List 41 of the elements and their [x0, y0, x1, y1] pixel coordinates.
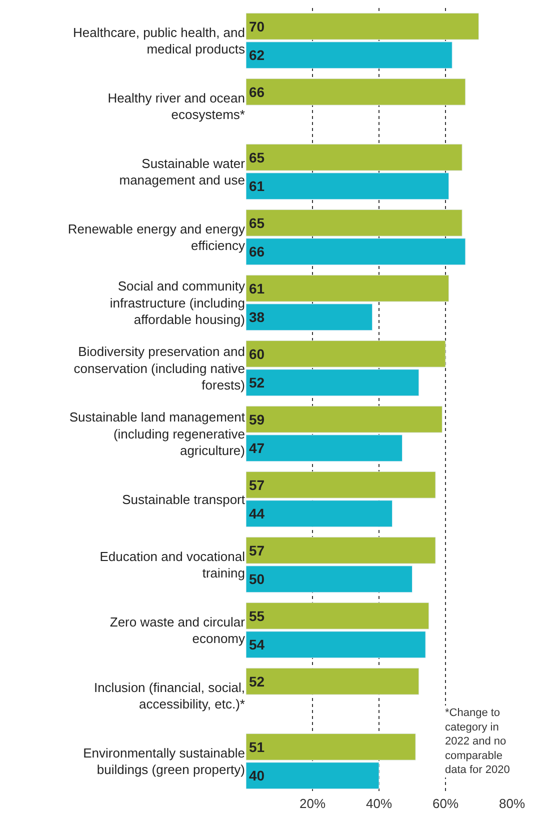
- y-tick-label: Renewable energy and energy efficiency: [68, 221, 246, 254]
- data-label: 65: [249, 149, 265, 166]
- data-label: 66: [249, 244, 265, 260]
- y-tick-label: Biodiversity preservation and conservation (including native forests): [74, 344, 245, 393]
- y-tick-label: Education and vocational training: [100, 548, 246, 581]
- y-tick-label: Inclusion (financial, social, accessibility, etc.)*: [94, 680, 245, 712]
- data-label: 70: [249, 18, 265, 34]
- y-tick-label: Sustainable land management (including regenerative agriculture): [69, 409, 246, 458]
- y-tick-label: Healthcare, public health, and medical products: [72, 24, 246, 57]
- bar: [246, 78, 466, 106]
- bar: [246, 668, 420, 695]
- y-tick-label: Healthy river and ocean ecosystems*: [108, 90, 245, 122]
- annotation: *Change to category in 2022 and no comparable data for 2020: [445, 707, 510, 776]
- data-label: 57: [249, 476, 265, 493]
- data-label: 61: [249, 178, 265, 194]
- data-label: 47: [249, 440, 265, 456]
- data-label: 59: [249, 411, 265, 428]
- data-label: 55: [249, 608, 265, 624]
- x-tick-label: 40%: [366, 796, 392, 811]
- x-tick-label: 60%: [432, 796, 459, 811]
- data-label: 51: [249, 738, 265, 755]
- y-tick-label: Sustainable water management and use: [119, 156, 246, 188]
- data-label: 52: [249, 374, 265, 391]
- x-tick-label: 20%: [299, 796, 326, 811]
- y-tick-label: Zero waste and circular economy: [110, 614, 246, 646]
- data-label: 38: [249, 309, 265, 326]
- data-label: 60: [249, 346, 265, 362]
- data-label: 57: [249, 542, 265, 558]
- y-tick-label: Social and community infrastructure (including affordable housing): [110, 278, 246, 328]
- data-label: 40: [249, 768, 265, 784]
- data-label: 44: [249, 506, 265, 522]
- data-label: 50: [249, 571, 265, 588]
- y-tick-label: Sustainable transport: [122, 492, 246, 507]
- data-label: 65: [249, 214, 265, 231]
- data-label: 62: [249, 47, 265, 64]
- data-label: 52: [249, 673, 265, 690]
- data-label: 61: [249, 280, 265, 296]
- y-tick-label: Environmentally sustainable buildings (green property): [83, 745, 245, 778]
- x-tick-label: 80%: [498, 796, 526, 811]
- data-label: 66: [249, 84, 265, 100]
- data-label: 54: [249, 636, 265, 653]
